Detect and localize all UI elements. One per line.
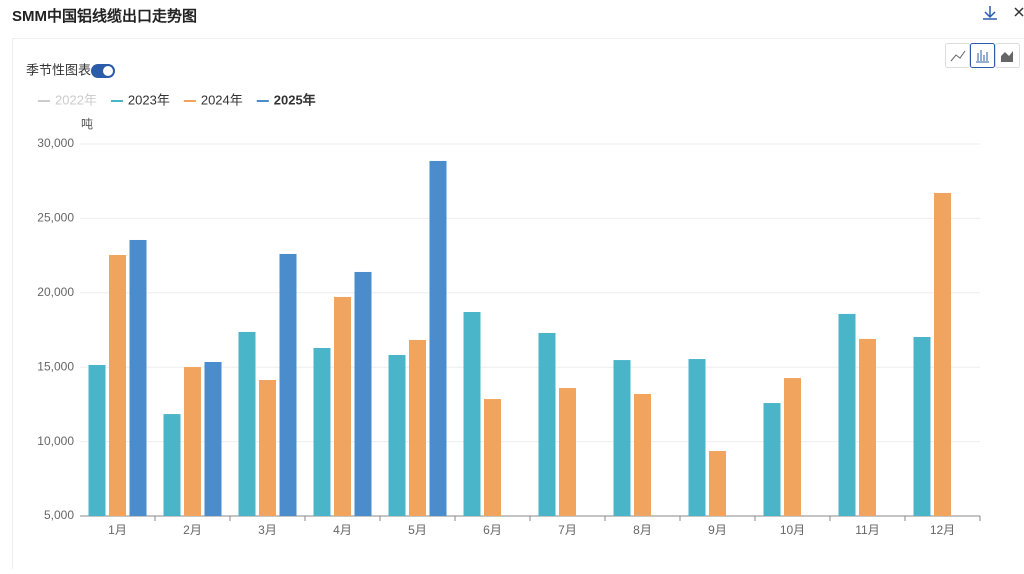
bar (634, 394, 651, 516)
x-tick-label: 10月 (780, 523, 805, 537)
bar (934, 193, 951, 516)
x-tick-label: 9月 (708, 523, 727, 537)
y-tick-label: 20,000 (37, 285, 74, 299)
bar (559, 388, 576, 516)
y-axis-unit: 吨 (81, 117, 93, 131)
chart-type-buttons[interactable] (946, 44, 1020, 68)
bar (764, 403, 781, 516)
bar (914, 337, 931, 516)
legend-label[interactable]: 2025年 (274, 92, 316, 107)
download-icon[interactable] (983, 6, 997, 19)
bar (280, 254, 297, 516)
bar (164, 414, 181, 516)
bar (355, 272, 372, 516)
bar (784, 378, 801, 516)
y-tick-label: 15,000 (37, 359, 74, 373)
x-tick-label: 7月 (558, 523, 577, 537)
x-tick-label: 8月 (633, 523, 652, 537)
bar (614, 360, 631, 516)
line-button[interactable] (946, 44, 970, 68)
bar (334, 297, 351, 516)
title: SMM中国铝线缆出口走势图 (12, 7, 197, 25)
x-tick-label: 1月 (108, 523, 127, 537)
bar (314, 348, 331, 516)
bar (130, 240, 147, 516)
legend-label[interactable]: 2022年 (55, 92, 97, 107)
x-tick-label: 2月 (183, 523, 202, 537)
x-tick-label: 4月 (333, 523, 352, 537)
x-tick-label: 3月 (258, 523, 277, 537)
legend-label[interactable]: 2024年 (201, 92, 243, 107)
bar (484, 399, 501, 516)
bar (184, 367, 201, 516)
x-tick-label: 12月 (930, 523, 955, 537)
x-tick-label: 5月 (408, 523, 427, 537)
bar (539, 333, 556, 516)
close-icon[interactable] (1015, 8, 1023, 16)
bar (409, 340, 426, 516)
bar (389, 355, 406, 516)
y-tick-label: 10,000 (37, 434, 74, 448)
y-tick-label: 25,000 (37, 211, 74, 225)
bar (109, 255, 126, 516)
bar (239, 332, 256, 516)
y-tick-label: 30,000 (37, 136, 74, 150)
bar-button[interactable] (971, 44, 995, 68)
bar (430, 161, 447, 516)
bar (205, 362, 222, 516)
x-tick-label: 11月 (855, 523, 879, 537)
bar (709, 451, 726, 516)
bar (689, 359, 706, 516)
bar (839, 314, 856, 516)
y-tick-label: 5,000 (44, 508, 74, 522)
x-tick-label: 6月 (483, 523, 502, 537)
legend-label[interactable]: 2023年 (128, 92, 170, 107)
toggle-label: 季节性图表 (26, 62, 91, 77)
bar (259, 380, 276, 516)
bar (859, 339, 876, 516)
toggle-knob (103, 66, 113, 76)
bar (89, 365, 106, 516)
bar (464, 312, 481, 516)
